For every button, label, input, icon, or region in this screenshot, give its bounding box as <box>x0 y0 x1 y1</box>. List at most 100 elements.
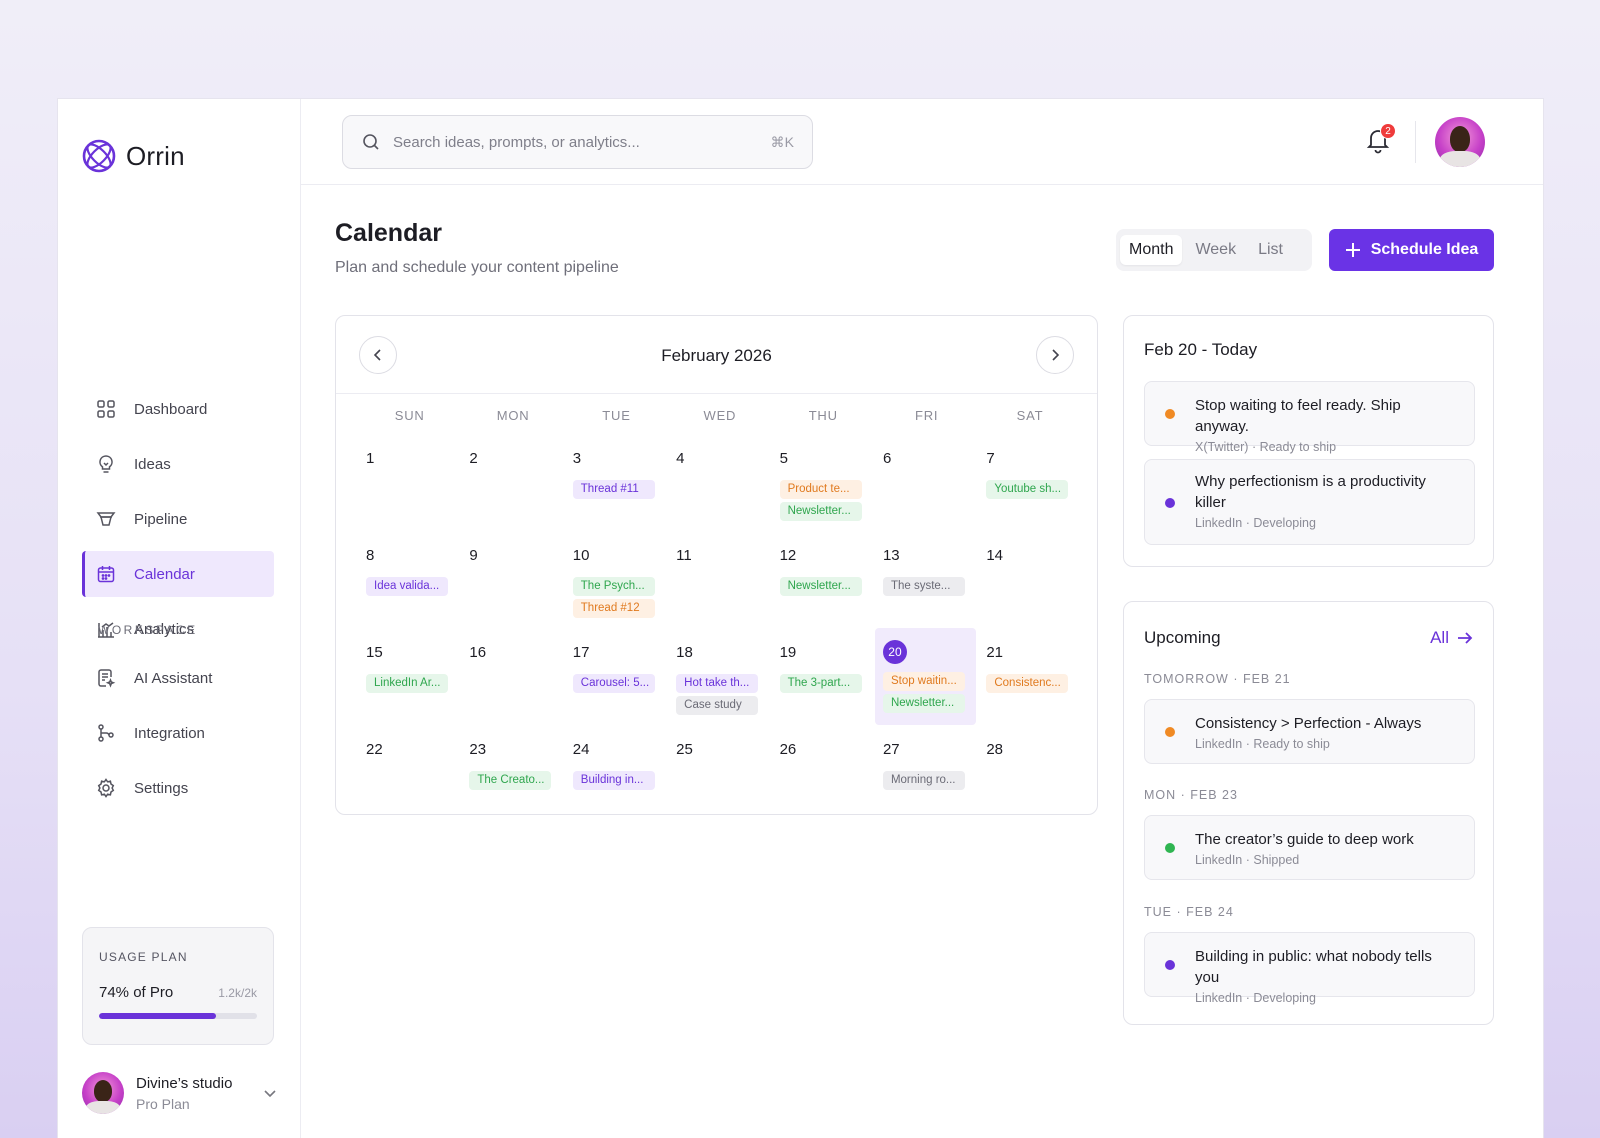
usage-progress-bar <box>99 1013 257 1019</box>
calendar-day[interactable]: 2 <box>461 434 564 531</box>
view-month-button[interactable]: Month <box>1120 235 1183 265</box>
calendar-day[interactable]: 14 <box>978 531 1081 628</box>
event-chip[interactable]: Carousel: 5... <box>572 674 655 693</box>
calendar-day[interactable]: 10 The Psych... Thread #12 <box>565 531 668 628</box>
calendar-day[interactable]: 17 Carousel: 5... <box>565 628 668 725</box>
event-chip[interactable]: Hot take th... <box>676 674 759 693</box>
calendar-day[interactable]: 15 LinkedIn Ar... <box>358 628 461 725</box>
sidebar-item-ai-assistant[interactable]: AI Assistant <box>82 655 274 701</box>
sidebar-item-integration[interactable]: Integration <box>82 710 274 756</box>
item-title: The creator’s guide to deep work <box>1195 831 1414 848</box>
view-all-link[interactable]: All <box>1430 628 1473 648</box>
sidebar-item-dashboard[interactable]: Dashboard <box>82 386 274 432</box>
calendar-day[interactable]: 25 <box>668 725 771 822</box>
calendar-day-today[interactable]: 20 Stop waitin... Newsletter... <box>874 628 977 725</box>
sidebar-item-analytics[interactable]: Analytics <box>82 606 274 652</box>
today-day-number: 20 <box>882 640 907 664</box>
search-box[interactable]: ⌘K <box>342 115 813 169</box>
calendar-day[interactable]: 11 <box>668 531 771 628</box>
user-avatar[interactable] <box>1435 117 1485 167</box>
event-chip[interactable]: Thread #11 <box>572 480 655 499</box>
calendar-day[interactable]: 23 The Creato... <box>461 725 564 822</box>
calendar-day[interactable]: 16 <box>461 628 564 725</box>
event-chip[interactable]: Thread #12 <box>572 599 655 618</box>
workspace-switcher[interactable]: Divine’s studio Pro Plan <box>82 1072 278 1114</box>
chevron-left-icon <box>373 349 381 361</box>
schedule-idea-button[interactable]: Schedule Idea <box>1329 229 1494 271</box>
event-chip[interactable]: Idea valida... <box>366 577 448 596</box>
calendar-day[interactable]: 7 Youtube sh... <box>978 434 1081 531</box>
calendar-day[interactable]: 4 <box>668 434 771 531</box>
event-chip[interactable]: Case study <box>676 696 759 715</box>
item-title: Why perfectionism is a productivity kill… <box>1195 473 1426 511</box>
today-panel-title: Feb 20 - Today <box>1144 340 1258 359</box>
day-number: 8 <box>366 546 375 564</box>
event-chip[interactable]: Newsletter... <box>779 577 862 596</box>
event-chip[interactable]: Youtube sh... <box>986 480 1069 499</box>
studio-name: Divine’s studio <box>136 1074 233 1092</box>
event-chip[interactable]: Product te... <box>779 480 862 499</box>
studio-plan: Pro Plan <box>136 1095 190 1112</box>
integration-icon <box>98 724 114 742</box>
item-meta: LinkedIn · Developing <box>1195 516 1316 530</box>
calendar-day[interactable]: 18 Hot take th... Case study <box>668 628 771 725</box>
day-number: 19 <box>779 643 797 661</box>
event-chip[interactable]: The Creato... <box>469 771 552 790</box>
event-chip[interactable]: Newsletter... <box>779 502 862 521</box>
calendar-day[interactable]: 26 <box>772 725 875 822</box>
today-item[interactable]: Stop waiting to feel ready. Ship anyway.… <box>1144 381 1475 454</box>
calendar-day[interactable]: 13 The syste... <box>875 531 978 628</box>
event-chip[interactable]: Newsletter... <box>882 694 965 713</box>
upcoming-item[interactable]: Building in public: what nobody tells yo… <box>1144 932 1475 1005</box>
day-number: 17 <box>572 643 590 661</box>
event-chip[interactable]: Stop waitin... <box>882 672 965 691</box>
calendar-day[interactable]: 12 Newsletter... <box>772 531 875 628</box>
calendar-day[interactable]: 3 Thread #11 <box>565 434 668 531</box>
day-number: 22 <box>366 740 383 758</box>
calendar-day[interactable]: 19 The 3-part... <box>772 628 875 725</box>
item-meta: LinkedIn · Ready to ship <box>1195 737 1330 751</box>
event-chip[interactable]: The syste... <box>882 577 965 596</box>
sidebar-item-ideas[interactable]: Ideas <box>82 441 274 487</box>
arrow-right-icon <box>1458 632 1473 644</box>
calendar-day[interactable]: 8 Idea valida... <box>358 531 461 628</box>
calendar-day[interactable]: 6 <box>875 434 978 531</box>
event-chip[interactable]: Consistenc... <box>986 674 1069 693</box>
calendar-day[interactable]: 9 <box>461 531 564 628</box>
calendar-day[interactable]: 1 <box>358 434 461 531</box>
event-chip[interactable]: The Psych... <box>572 577 655 596</box>
day-events: The Psych... Thread #12 <box>572 577 668 618</box>
page-subtitle: Plan and schedule your content pipeline <box>335 259 619 276</box>
calendar-day[interactable]: 22 <box>358 725 461 822</box>
next-month-button[interactable] <box>1036 336 1074 374</box>
event-chip[interactable]: LinkedIn Ar... <box>366 674 448 693</box>
view-list-button[interactable]: List <box>1258 241 1283 258</box>
item-title: Consistency > Perfection - Always <box>1195 715 1422 732</box>
day-number: 12 <box>779 546 797 564</box>
sidebar-item-settings[interactable]: Settings <box>82 765 274 811</box>
upcoming-date-label: MON · FEB 23 <box>1144 788 1238 802</box>
calendar-day[interactable]: 21 Consistenc... <box>978 628 1081 725</box>
event-chip[interactable]: Morning ro... <box>882 771 965 790</box>
day-number: 11 <box>676 546 692 564</box>
search-input[interactable] <box>393 133 759 151</box>
upcoming-item[interactable]: The creator’s guide to deep work LinkedI… <box>1144 815 1475 880</box>
gear-icon <box>97 778 115 798</box>
event-chip[interactable]: The 3-part... <box>779 674 862 693</box>
item-meta: LinkedIn · Shipped <box>1195 853 1300 867</box>
upcoming-item[interactable]: Consistency > Perfection - Always Linked… <box>1144 699 1475 764</box>
sidebar-item-calendar[interactable]: Calendar <box>82 551 274 597</box>
calendar-day[interactable]: 5 Product te... Newsletter... <box>772 434 875 531</box>
sidebar-item-label: Analytics <box>134 620 195 638</box>
prev-month-button[interactable] <box>359 336 397 374</box>
today-item[interactable]: Why perfectionism is a productivity kill… <box>1144 459 1475 545</box>
funnel-icon <box>96 512 116 526</box>
event-chip[interactable]: Building in... <box>572 771 655 790</box>
calendar-day[interactable]: 27 Morning ro... <box>875 725 978 822</box>
view-week-button[interactable]: Week <box>1195 241 1237 258</box>
brand[interactable]: Orrin <box>82 139 185 173</box>
calendar-day[interactable]: 24 Building in... <box>565 725 668 822</box>
sidebar-item-pipeline[interactable]: Pipeline <box>82 496 274 542</box>
calendar-day[interactable]: 28 <box>978 725 1081 822</box>
